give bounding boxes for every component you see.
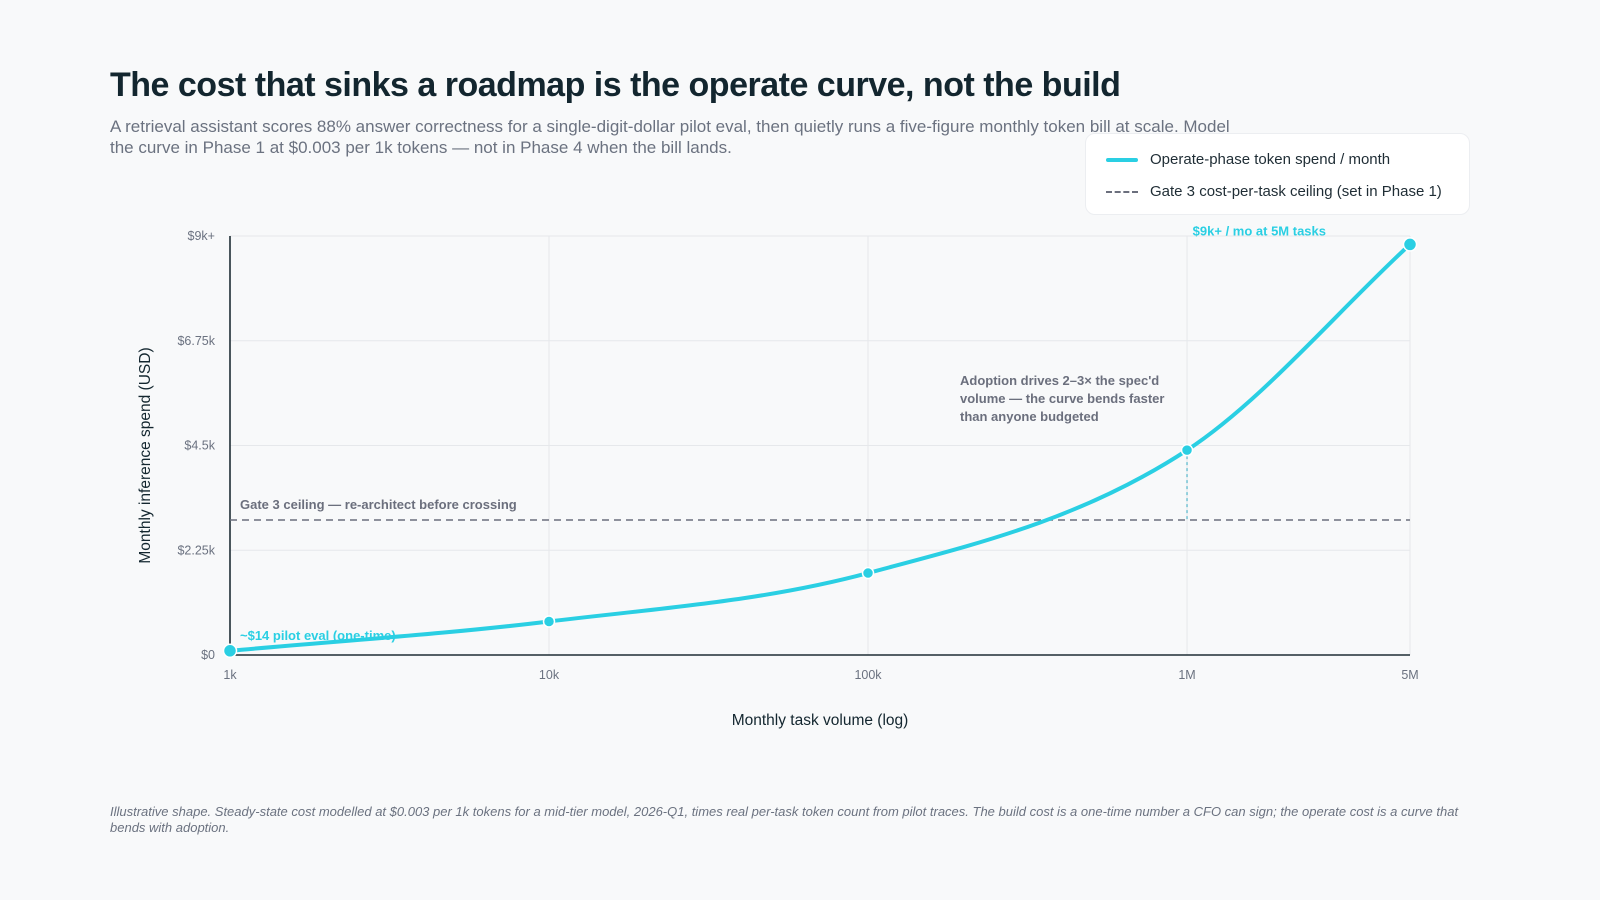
gate3-ceiling-label: Gate 3 ceiling — re-architect before cro… (240, 497, 517, 512)
spend-data-point (1180, 443, 1194, 457)
chart-title: The cost that sinks a roadmap is the ope… (110, 66, 1121, 104)
spend-data-point (861, 566, 875, 580)
x-tick-label: 1M (1178, 668, 1195, 682)
legend-item-ceiling: Gate 3 cost-per-task ceiling (set in Pha… (1106, 183, 1442, 200)
chart-subtitle: A retrieval assistant scores 88% answer … (110, 117, 1230, 157)
legend-label-ceiling: Gate 3 cost-per-task ceiling (set in Pha… (1150, 183, 1442, 200)
spend-series-line (228, 242, 1412, 653)
legend: Operate-phase token spend / month Gate 3… (1085, 133, 1470, 215)
x-tick-label: 100k (854, 668, 882, 682)
y-tick-label: $0 (201, 648, 215, 662)
y-tick-label: $2.25k (177, 543, 215, 557)
legend-swatch-spend (1106, 155, 1138, 165)
legend-swatch-ceiling (1106, 187, 1138, 197)
y-tick-label: $4.5k (184, 439, 215, 453)
legend-item-spend: Operate-phase token spend / month (1106, 151, 1390, 168)
spend-data-point (1402, 237, 1418, 252)
spend-data-point (222, 643, 238, 659)
x-tick-label: 1k (223, 668, 237, 682)
pilot-eval-annotation: ~$14 pilot eval (one-time) (240, 628, 396, 643)
y-tick-label: $6.75k (177, 334, 215, 348)
adoption-annotation-line: volume — the curve bends faster (960, 391, 1164, 406)
y-tick-label: $9k+ (188, 229, 215, 243)
legend-label-spend: Operate-phase token spend / month (1150, 151, 1391, 168)
spend-data-point (542, 615, 556, 628)
x-tick-label: 5M (1401, 668, 1418, 682)
peak-annotation: $9k+ / mo at 5M tasks (1193, 223, 1326, 238)
y-axis-title: Monthly inference spend (USD) (137, 347, 154, 563)
adoption-annotation-line: than anyone budgeted (960, 409, 1099, 424)
footnote: Illustrative shape. Steady-state cost mo… (110, 804, 1459, 835)
x-axis-title: Monthly task volume (log) (732, 712, 909, 729)
adoption-annotation-line: Adoption drives 2–3× the spec'd (960, 373, 1159, 388)
x-tick-label: 10k (539, 668, 560, 682)
